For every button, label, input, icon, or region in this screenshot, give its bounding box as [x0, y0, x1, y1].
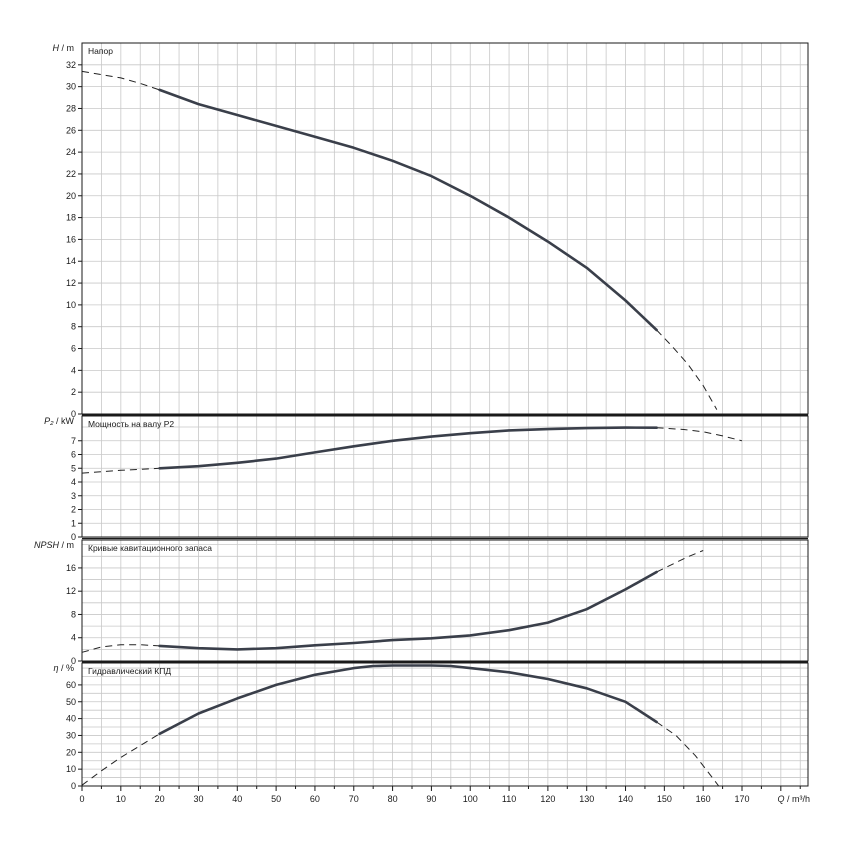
x-axis-label: Q / m³/h: [777, 794, 810, 804]
y-axis-label-head: H / m: [53, 43, 75, 53]
y-tick-label: 8: [71, 609, 76, 619]
y-tick-label: 16: [66, 234, 76, 244]
y-tick-label: 7: [71, 436, 76, 446]
x-tick-label: 160: [696, 794, 711, 804]
panel-title-power: Мощность на валу P2: [88, 419, 174, 429]
x-axis-unit: / m³/h: [787, 794, 810, 804]
y-axis-unit: / m: [62, 43, 75, 53]
curve-dashed-efficiency: [656, 721, 720, 787]
y-tick-label: 4: [71, 633, 76, 643]
y-tick-label: 20: [66, 191, 76, 201]
y-tick-label: 2: [71, 387, 76, 397]
panel-title-npsh: Кривые кавитационного запаса: [88, 543, 212, 553]
curve-solid-efficiency: [158, 664, 658, 736]
panel-frame-power: [81, 415, 809, 538]
x-tick-label: 0: [79, 794, 84, 804]
curve-dashed-power: [656, 427, 743, 442]
x-tick-label: 170: [734, 794, 749, 804]
x-tick-label: 100: [463, 794, 478, 804]
curve-dashed-npsh: [81, 644, 160, 653]
x-tick-label: 120: [540, 794, 555, 804]
y-tick-label: 28: [66, 103, 76, 113]
y-tick-label: 30: [66, 730, 76, 740]
y-tick-label: 12: [66, 586, 76, 596]
y-tick-label: 16: [66, 563, 76, 573]
y-tick-label: 14: [66, 256, 76, 266]
y-tick-label: 30: [66, 82, 76, 92]
y-tick-label: 2: [71, 505, 76, 515]
x-tick-label: 140: [618, 794, 633, 804]
curve-dashed-power: [81, 467, 160, 474]
y-tick-label: 22: [66, 169, 76, 179]
y-axis-label-power: P₂ / kW: [44, 416, 74, 426]
y-tick-label: 5: [71, 463, 76, 473]
y-axis-symbol: P₂: [44, 416, 56, 426]
panel-frame-efficiency: [81, 662, 809, 787]
y-axis-unit: / m: [62, 540, 75, 550]
x-tick-label: 60: [310, 794, 320, 804]
y-tick-label: 18: [66, 213, 76, 223]
y-tick-label: 0: [71, 532, 76, 542]
y-tick-label: 6: [71, 344, 76, 354]
x-tick-label: 10: [116, 794, 126, 804]
y-tick-label: 4: [71, 365, 76, 375]
y-tick-label: 0: [71, 656, 76, 666]
frame-layer: [78, 42, 809, 791]
y-axis-label-npsh: NPSH / m: [34, 540, 74, 550]
curve-solid-head: [158, 88, 658, 332]
panel-frame-npsh: [81, 539, 809, 662]
y-tick-label: 0: [71, 409, 76, 419]
x-tick-label: 30: [193, 794, 203, 804]
y-axis-label-efficiency: η / %: [53, 663, 74, 673]
y-axis-unit: / kW: [56, 416, 75, 426]
y-tick-label: 8: [71, 322, 76, 332]
x-tick-label: 130: [579, 794, 594, 804]
y-tick-label: 26: [66, 125, 76, 135]
y-tick-label: 10: [66, 764, 76, 774]
curve-layer: [81, 70, 743, 787]
y-tick-label: 40: [66, 714, 76, 724]
y-tick-label: 4: [71, 477, 76, 487]
x-tick-label: 70: [349, 794, 359, 804]
y-axis-symbol: NPSH: [34, 540, 62, 550]
x-tick-label: 150: [657, 794, 672, 804]
y-axis-unit: / %: [61, 663, 74, 673]
x-tick-label: 50: [271, 794, 281, 804]
y-tick-label: 50: [66, 697, 76, 707]
curve-solid-npsh: [158, 570, 658, 651]
x-tick-label: 110: [502, 794, 516, 804]
x-tick-label: 20: [155, 794, 165, 804]
curve-dashed-efficiency: [81, 733, 160, 786]
y-tick-label: 6: [71, 450, 76, 460]
y-axis-symbol: H: [53, 43, 62, 53]
x-tick-label: 80: [388, 794, 398, 804]
y-tick-label: 10: [66, 300, 76, 310]
panel-title-efficiency: Гидравлический КПД: [88, 666, 171, 676]
y-tick-label: 24: [66, 147, 76, 157]
y-tick-label: 3: [71, 491, 76, 501]
curve-dashed-head: [81, 70, 160, 91]
y-axis-symbol: η: [53, 663, 61, 673]
curve-dashed-head: [656, 329, 718, 410]
y-tick-label: 0: [71, 781, 76, 791]
y-tick-label: 32: [66, 60, 76, 70]
panel-title-head: Напор: [88, 46, 113, 56]
panel-frame-head: [81, 42, 809, 415]
curve-solid-power: [158, 426, 658, 470]
y-tick-label: 20: [66, 747, 76, 757]
curve-dashed-npsh: [656, 550, 704, 573]
grid-layer: [82, 43, 808, 786]
x-tick-label: 40: [232, 794, 242, 804]
y-tick-label: 1: [71, 518, 76, 528]
x-tick-label: 90: [426, 794, 436, 804]
y-tick-label: 12: [66, 278, 76, 288]
y-tick-label: 60: [66, 680, 76, 690]
x-axis-symbol: Q: [777, 794, 787, 804]
